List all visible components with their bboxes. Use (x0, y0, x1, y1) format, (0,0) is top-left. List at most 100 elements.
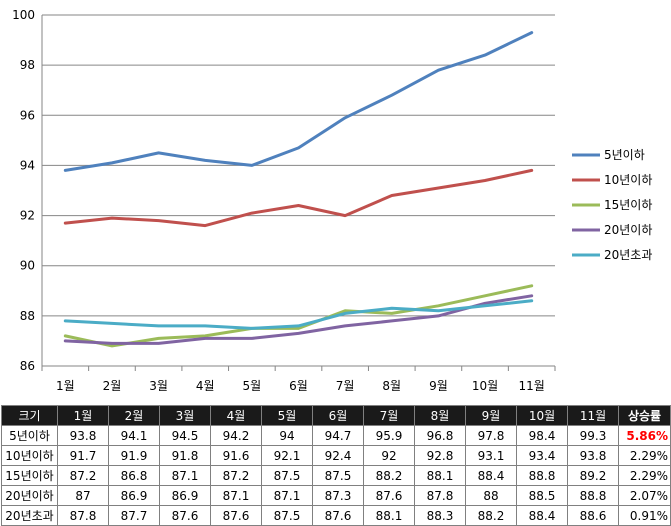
data-point-s5-10 (484, 305, 486, 307)
data-point-s2-1 (64, 222, 67, 224)
table-cell: 89.2 (567, 465, 619, 486)
table-cell: 93.1 (465, 445, 517, 466)
legend-label-4: 20년이하 (604, 223, 652, 237)
data-point-s5-3 (157, 325, 160, 327)
table-month-header-1: 1월 (57, 405, 109, 426)
table-cell: 87.2 (57, 465, 109, 486)
data-point-s1-9 (437, 69, 440, 71)
table-row-label: 15년이하 (1, 465, 58, 486)
table-cell: 88.8 (567, 485, 619, 506)
data-point-s3-4 (204, 335, 207, 337)
data-point-s2-7 (344, 214, 346, 217)
table-cell: 87.1 (261, 485, 313, 506)
series-line-5 (63, 299, 534, 330)
table-header-row: 크기 1월 2월 3월 4월 5월 6월 7월 8월 9월 10월 11월 상승률 (1, 405, 671, 426)
table-row: 5년이하 93.8 94.1 94.5 94.2 94 94.7 95.9 96.8 97.8 98… (1, 425, 671, 446)
data-point-s3-2 (111, 345, 113, 347)
x-tick-label-3: 3월 (149, 379, 168, 393)
x-tick-label-9: 9월 (429, 379, 448, 393)
table-cell: 88 (465, 485, 517, 506)
y-tick-label-100: 100 (12, 8, 35, 22)
table-cell: 86.9 (108, 485, 160, 506)
data-point-s4-6 (297, 332, 300, 335)
data-point-s2-8 (390, 194, 393, 197)
table-cell: 88.2 (363, 465, 415, 486)
table-cell: 87.2 (210, 465, 262, 486)
y-tick-label-96: 96 (20, 108, 35, 122)
table-cell: 87.6 (210, 505, 262, 526)
y-tick-label-90: 90 (20, 259, 35, 273)
table-cell: 86.8 (108, 465, 160, 486)
data-point-s3-7 (344, 310, 346, 312)
table-cell: 94.5 (159, 425, 211, 446)
data-point-s5-5 (251, 327, 253, 330)
table-month-header-6: 6월 (312, 405, 364, 426)
table-cell: 94.2 (210, 425, 262, 446)
data-table: 크기 1월 2월 3월 4월 5월 6월 7월 8월 9월 10월 11월 상승률 5년이하 93.8 9… (1, 405, 671, 526)
table-row: 10년이하 91.7 91.9 91.8 91.6 92.1 92.4 92 92.8 93.1 9… (1, 445, 671, 466)
series-line-4 (63, 294, 534, 345)
data-point-s3-8 (390, 312, 393, 315)
table-body: 5년이하 93.8 94.1 94.5 94.2 94 94.7 95.9 96.8 97.8 98… (1, 425, 671, 526)
table-rate-header: 상승률 (618, 405, 671, 426)
data-point-s4-5 (251, 337, 253, 340)
table-month-header-10: 10월 (516, 405, 568, 426)
table-cell: 91.9 (108, 445, 160, 466)
x-tick-label-11: 11월 (519, 379, 545, 393)
data-point-s2-5 (251, 212, 253, 214)
table-cell: 91.7 (57, 445, 109, 466)
data-point-s3-9 (437, 305, 440, 307)
legend-label-3: 15년이하 (604, 198, 652, 212)
table-cell: 92.4 (312, 445, 364, 466)
table-corner-header: 크기 (1, 405, 58, 426)
y-tick-label-92: 92 (20, 209, 35, 223)
table-cell: 88.5 (516, 485, 568, 506)
data-point-s2-3 (157, 219, 160, 222)
data-point-s5-1 (64, 320, 67, 322)
data-point-s4-3 (157, 342, 160, 345)
table-cell: 92.8 (414, 445, 466, 466)
table-cell: 87.8 (57, 505, 109, 526)
table-cell: 88.8 (516, 465, 568, 486)
table-cell: 87.1 (159, 465, 211, 486)
table-row-label: 20년초과 (1, 505, 58, 526)
table-month-header-7: 7월 (363, 405, 415, 426)
data-point-s1-5 (251, 164, 253, 167)
table-rate-cell: 2.29% (618, 465, 671, 486)
table-rate-cell: 2.07% (618, 485, 671, 506)
table-month-header-2: 2월 (108, 405, 160, 426)
data-point-s3-10 (484, 295, 486, 297)
data-point-s1-8 (390, 94, 393, 97)
data-point-s4-4 (204, 337, 207, 340)
data-point-s5-7 (344, 312, 346, 315)
data-point-s1-11 (530, 31, 533, 34)
data-point-s5-2 (111, 322, 113, 325)
y-tick-label-88: 88 (20, 309, 35, 323)
table-cell: 87.6 (363, 485, 415, 506)
y-tick-label-86: 86 (20, 359, 35, 373)
data-point-s4-10 (484, 302, 486, 305)
legend-label-1: 5년이하 (604, 148, 645, 162)
table-row-label: 20년이하 (1, 485, 58, 506)
data-point-s4-9 (437, 315, 440, 317)
data-point-s2-4 (204, 224, 207, 227)
data-point-s1-4 (204, 159, 207, 162)
table-cell: 88.1 (414, 465, 466, 486)
table-cell: 88.2 (465, 505, 517, 526)
table-rate-cell: 5.86% (618, 425, 671, 446)
table-cell: 92 (363, 445, 415, 466)
table-cell: 94 (261, 425, 313, 446)
table-cell: 88.4 (465, 465, 517, 486)
table-cell: 87.5 (312, 465, 364, 486)
x-tick-label-1: 1월 (56, 379, 75, 393)
table-cell: 87.3 (312, 485, 364, 506)
series-line-2 (63, 168, 534, 228)
table-cell: 97.8 (465, 425, 517, 446)
data-point-s2-10 (484, 179, 486, 182)
data-point-s4-11 (530, 295, 533, 297)
chart-svg: 86 88 90 92 94 96 98 100 1월 2월 3월 4월 5월 6월 7월 8월 9월 10월 11… (12, 8, 652, 393)
table-cell: 87.6 (159, 505, 211, 526)
y-tick-label-94: 94 (20, 158, 35, 172)
x-tick-label-7: 7월 (336, 379, 355, 393)
data-point-s2-11 (530, 169, 533, 172)
